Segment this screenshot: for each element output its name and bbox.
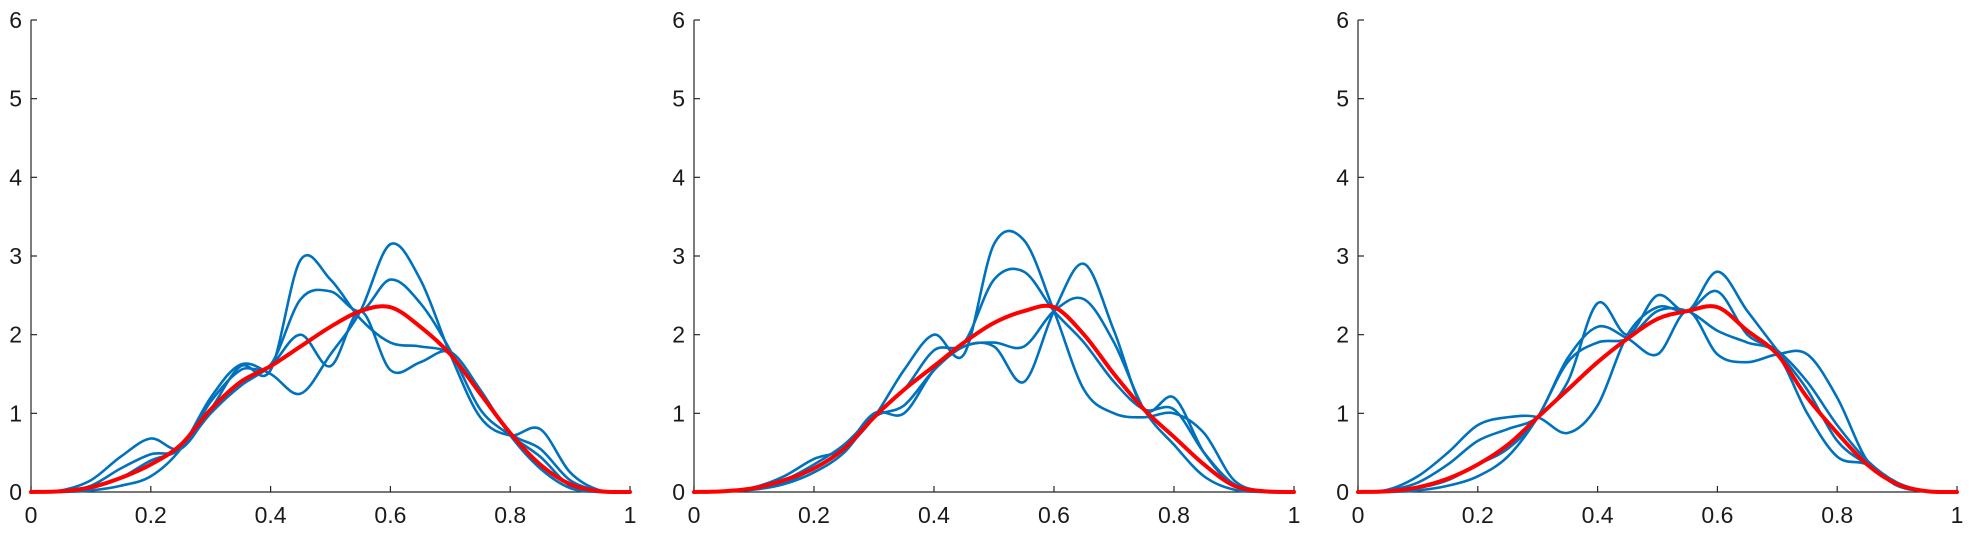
y-tick-label: 2 bbox=[672, 322, 685, 348]
series-line-1 bbox=[29, 253, 632, 494]
x-tick-label: 0.8 bbox=[494, 502, 526, 528]
y-tick-label: 1 bbox=[1336, 400, 1349, 426]
series-line-2 bbox=[29, 278, 632, 494]
y-tick-label: 1 bbox=[9, 400, 22, 426]
y-tick-label: 1 bbox=[672, 400, 685, 426]
y-tick-label: 3 bbox=[9, 243, 22, 269]
series-line-4 bbox=[1356, 306, 1959, 494]
y-tick-label: 0 bbox=[9, 479, 22, 505]
series-line-1 bbox=[692, 229, 1296, 494]
series-line-4 bbox=[692, 296, 1296, 494]
x-tick-label: 0.8 bbox=[1821, 502, 1853, 528]
y-tick-label: 6 bbox=[672, 7, 685, 33]
x-tick-label: 0.2 bbox=[798, 502, 830, 528]
series-line-2 bbox=[1356, 270, 1959, 494]
y-tick-label: 5 bbox=[672, 86, 685, 112]
x-tick-label: 0.4 bbox=[918, 502, 950, 528]
x-tick-label: 0.6 bbox=[374, 502, 406, 528]
x-tick-label: 0.4 bbox=[255, 502, 287, 528]
y-tick-label: 2 bbox=[1336, 322, 1349, 348]
mean-series-line bbox=[692, 303, 1296, 494]
series-line-3 bbox=[29, 242, 632, 494]
x-tick-label: 0.2 bbox=[135, 502, 167, 528]
y-tick-label: 5 bbox=[9, 86, 22, 112]
x-tick-label: 0 bbox=[688, 502, 701, 528]
y-tick-label: 3 bbox=[672, 243, 685, 269]
y-tick-label: 4 bbox=[1336, 164, 1349, 190]
y-tick-label: 3 bbox=[1336, 243, 1349, 269]
x-tick-label: 0.6 bbox=[1038, 502, 1070, 528]
x-tick-label: 0.8 bbox=[1158, 502, 1190, 528]
y-tick-label: 4 bbox=[672, 164, 685, 190]
mean-series-line bbox=[1356, 304, 1959, 495]
x-tick-label: 1 bbox=[624, 502, 637, 528]
x-tick-label: 0 bbox=[1352, 502, 1365, 528]
series-line-2 bbox=[692, 267, 1296, 494]
y-tick-label: 2 bbox=[9, 322, 22, 348]
x-tick-label: 0.2 bbox=[1462, 502, 1494, 528]
x-tick-label: 0.6 bbox=[1701, 502, 1733, 528]
mean-series-line bbox=[29, 304, 632, 495]
x-tick-label: 0 bbox=[25, 502, 38, 528]
series-line-3 bbox=[692, 262, 1296, 494]
chart-panel-1: 0 1 2 3 4 5 6 0 0.2 0.4 0.6 0.8 1 bbox=[9, 7, 636, 528]
y-tick-label: 0 bbox=[1336, 479, 1349, 505]
x-tick-label: 0.4 bbox=[1582, 502, 1614, 528]
x-tick-label: 1 bbox=[1288, 502, 1301, 528]
y-tick-label: 5 bbox=[1336, 86, 1349, 112]
x-tick-label: 1 bbox=[1951, 502, 1964, 528]
chart-panel-2: 0 1 2 3 4 5 6 0 0.2 0.4 0.6 0.8 1 bbox=[672, 7, 1300, 528]
chart-panel-3: 0 1 2 3 4 5 6 0 0.2 0.4 0.6 0.8 1 bbox=[1336, 7, 1963, 528]
y-tick-label: 0 bbox=[672, 479, 685, 505]
y-tick-label: 6 bbox=[9, 7, 22, 33]
y-tick-label: 6 bbox=[1336, 7, 1349, 33]
y-tick-label: 4 bbox=[9, 164, 22, 190]
series-line-1 bbox=[1356, 289, 1959, 494]
